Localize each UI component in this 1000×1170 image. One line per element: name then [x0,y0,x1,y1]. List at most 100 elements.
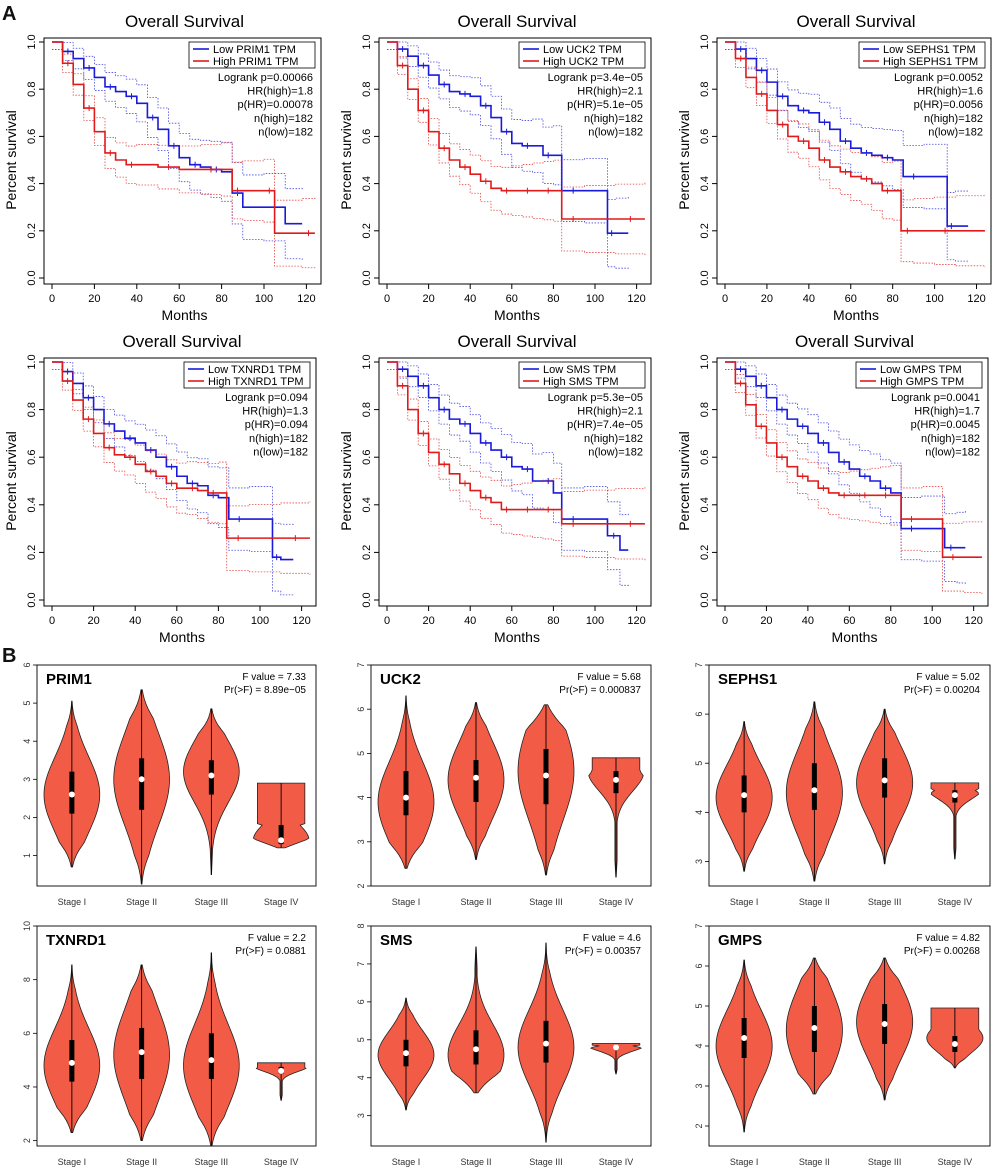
y-tick-label: 1.0 [699,34,711,49]
y-tick-label: 1.0 [699,354,711,369]
legend-box [518,41,646,69]
stat-line: Logrank p=0.0052 [894,72,983,84]
y-tick-label: 0.8 [26,402,38,417]
y-tick-label: 1 [22,853,32,858]
stat-line: Logrank p=0.0041 [891,392,980,404]
y-tick-label: 0.4 [361,497,373,512]
gene-label: PRIM1 [46,671,92,688]
confidence-band-low-upper [387,41,629,200]
plot-frame [378,37,652,285]
y-axis-label: Percent survival [3,110,19,210]
confidence-band-low-upper [725,361,966,515]
stat-line: n(low)=182 [928,126,983,138]
y-tick-label: 3 [694,859,704,864]
y-tick-label: 6 [694,712,704,717]
f-value: F value = 5.68 [577,672,641,683]
x-tick-label: Stage IV [599,897,634,907]
x-tick-label: 60 [506,615,518,627]
violin-iqr-box [208,1033,214,1079]
violin-median [543,1040,549,1047]
chart-title: Overall Survival [796,12,915,31]
x-tick-label: 60 [171,615,183,627]
y-tick-label: 5 [356,1037,366,1042]
stat-line: p(HR)=0.0045 [911,419,980,431]
violin-median [881,777,888,784]
plot-frame [43,357,317,607]
confidence-band-low-upper [725,41,969,193]
x-axis-label: Months [159,629,205,645]
violin-chart-3: 2 4 6 8 10 TXNRD1 F value = 2.2 Pr(>F) = 0.0881… [22,921,317,1167]
panel-letter-b: B [2,645,16,667]
violin-chart-1: 2 3 4 5 6 7 UCK2 F value = 5.68 Pr(>F) = 0.00083… [356,662,652,907]
y-tick-label: 0.6 [699,129,711,144]
y-tick-label: 1.0 [361,354,373,369]
x-axis-label: Months [162,307,208,323]
plot-frame [36,664,317,887]
y-tick-label: 3 [694,1083,704,1088]
x-tick-label: 0 [49,293,55,305]
stat-line: Logrank p=0.00066 [218,72,313,84]
x-tick-label: 20 [87,615,99,627]
plot-frame [370,664,652,887]
f-value: F value = 5.02 [916,672,980,683]
stat-line: HR(high)=2.1 [577,406,643,418]
panel-letter-a: A [2,3,16,25]
km-chart-5: Overall Survival 0 20 40 60 80 100 120 0.0 0.2 0.4… [676,332,989,645]
x-tick-label: Stage II [126,1157,157,1167]
legend-label-high: High UCK2 TPM [543,56,624,68]
violin-median [473,774,479,781]
legend-label-low: Low TXNRD1 TPM [208,364,301,376]
confidence-band-high-upper [52,41,316,201]
plot-frame [36,925,317,1147]
y-axis-label: Percent survival [338,431,354,531]
y-tick-label: 6 [356,707,366,712]
violin-iqr-box [403,771,409,816]
y-tick-label: 4 [356,1075,366,1080]
y-tick-label: 7 [356,662,366,667]
y-tick-label: 6 [694,963,704,968]
survival-line-high [387,41,645,220]
x-tick-label: 100 [251,615,269,627]
stat-line: p(HR)=7.4e−05 [567,419,643,431]
y-tick-label: 0.2 [26,545,38,560]
stat-line: Logrank p=3.4e−05 [548,72,643,84]
chart-title: Overall Survival [457,12,576,31]
violin-chart-5: 2 3 4 5 6 7 GMPS F value = 4.82 Pr(>F) = 0.00268… [694,923,991,1167]
y-tick-label: 0.4 [361,176,373,191]
y-axis-label: Percent survival [676,110,692,210]
x-tick-label: 100 [586,293,604,305]
x-tick-label: 0 [722,293,728,305]
x-tick-label: 80 [215,293,227,305]
x-tick-label: 0 [384,293,390,305]
legend-label-high: High GMPS TPM [880,376,964,388]
x-axis-label: Months [833,307,879,323]
x-tick-label: Stage IV [938,1157,973,1167]
violin-median [613,776,619,783]
x-tick-label: 120 [292,615,310,627]
x-tick-label: Stage IV [938,897,973,907]
stat-line: p(HR)=5.1e−05 [567,99,643,111]
x-tick-label: Stage IV [264,897,299,907]
y-tick-label: 1.0 [26,354,38,369]
pr-f-value: Pr(>F) = 0.0881 [235,946,306,957]
y-tick-label: 0.6 [26,129,38,144]
stat-line: n(high)=182 [584,433,643,445]
x-tick-label: Stage III [868,1157,902,1167]
violin-median [68,1059,75,1066]
x-tick-label: Stage II [799,1157,830,1167]
survival-line-high [387,361,645,525]
y-tick-label: 0.4 [699,176,711,191]
legend-box [855,361,983,389]
y-tick-label: 5 [356,751,366,756]
stat-line: HR(high)=1.3 [242,406,308,418]
x-tick-label: 40 [464,293,476,305]
y-tick-label: 2 [694,1123,704,1128]
y-tick-label: 0.6 [361,129,373,144]
stat-line: n(high)=182 [924,113,983,125]
y-tick-label: 4 [694,1043,704,1048]
y-tick-label: 10 [22,921,32,931]
km-chart-2: Overall Survival 0 20 40 60 80 100 120 0.0 0.2 0.4… [676,12,992,323]
stat-line: HR(high)=1.8 [247,86,313,98]
